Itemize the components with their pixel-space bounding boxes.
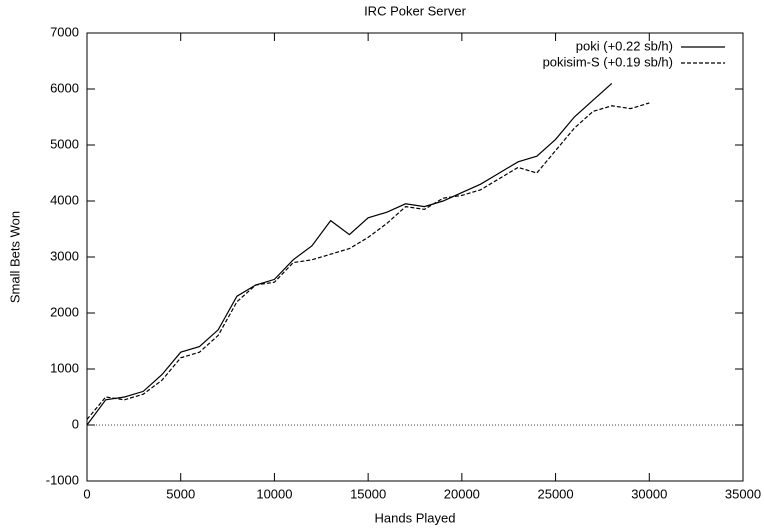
y-tick-label: 5000 [50,136,79,151]
plot-frame [86,32,744,482]
x-axis-label: Hands Played [375,510,456,525]
y-tick-label: 1000 [50,360,79,375]
y-tick-label: 6000 [50,80,79,95]
legend-label: pokisim-S (+0.19 sb/h) [543,54,673,69]
x-tick-label: 10000 [256,486,292,501]
y-tick-label: -1000 [46,472,79,487]
x-tick-label: 30000 [631,486,667,501]
x-tick-label: 0 [83,486,90,501]
series-line [86,102,650,420]
x-tick-label: 35000 [725,486,761,501]
series-line [86,82,613,426]
chart-title: IRC Poker Server [364,3,467,18]
y-tick-label: 7000 [50,24,79,39]
y-tick-label: 4000 [50,192,79,207]
y-axis-label: Small Bets Won [7,211,22,303]
y-tick-label: 3000 [50,248,79,263]
legend-label: poki (+0.22 sb/h) [576,38,673,53]
y-tick-label: 0 [72,416,79,431]
x-tick-label: 5000 [166,486,195,501]
x-tick-label: 15000 [350,486,386,501]
x-tick-label: 25000 [537,486,573,501]
y-tick-label: 2000 [50,304,79,319]
x-tick-label: 20000 [444,486,480,501]
